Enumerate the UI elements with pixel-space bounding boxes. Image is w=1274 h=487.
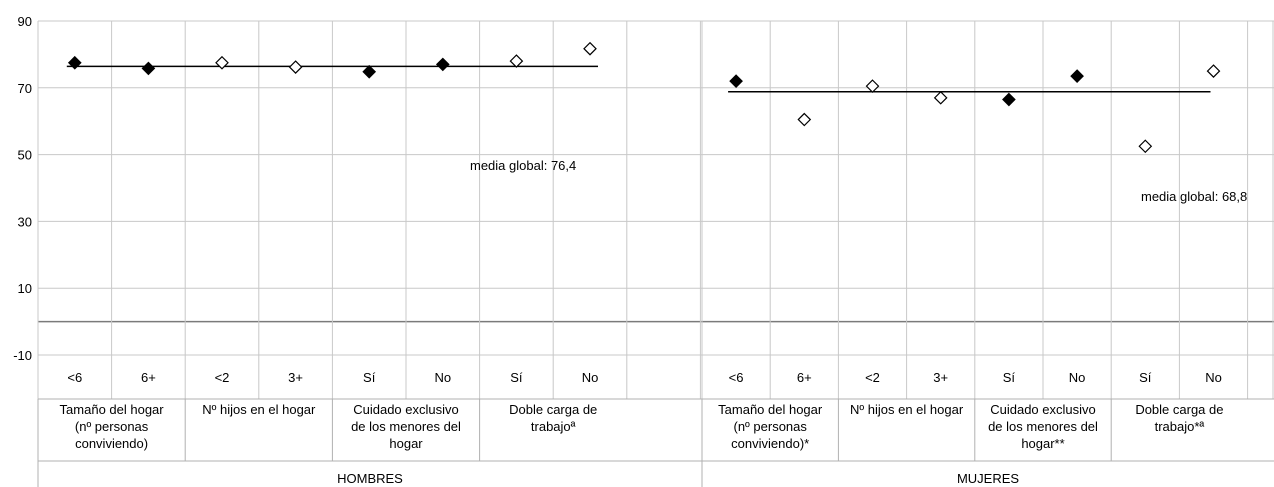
data-points bbox=[67, 41, 1221, 154]
data-point-filled bbox=[1002, 92, 1016, 107]
category-label: 3+ bbox=[933, 370, 948, 385]
mean-label: media global: 76,4 bbox=[470, 158, 576, 173]
category-label: No bbox=[1069, 370, 1086, 385]
group-label-line: conviviendo)* bbox=[731, 436, 809, 451]
panel-label: MUJERES bbox=[957, 471, 1019, 486]
y-tick-label: 70 bbox=[18, 81, 32, 96]
category-label: 6+ bbox=[797, 370, 812, 385]
data-point-hollow bbox=[509, 54, 524, 68]
data-point-hollow bbox=[288, 60, 303, 74]
group-label-line: trabajo*ª bbox=[1155, 419, 1205, 434]
category-label: Sí bbox=[1003, 370, 1016, 385]
category-label: <2 bbox=[215, 370, 230, 385]
category-label: 3+ bbox=[288, 370, 303, 385]
data-point-hollow bbox=[933, 90, 948, 105]
mean-lines: media global: 76,4 media global: 68,8 bbox=[66, 65, 1247, 204]
category-label: Sí bbox=[510, 370, 523, 385]
data-point-filled bbox=[435, 57, 450, 72]
group-label-line: Nº hijos en el hogar bbox=[202, 402, 316, 417]
data-point-filled bbox=[362, 64, 377, 79]
gridlines bbox=[37, 20, 1274, 399]
category-label: 6+ bbox=[141, 370, 156, 385]
category-label: <6 bbox=[67, 370, 82, 385]
group-label-line: (nº personas bbox=[733, 419, 807, 434]
panel-label: HOMBRES bbox=[337, 471, 403, 486]
data-point-hollow bbox=[865, 79, 880, 93]
data-point-hollow bbox=[1206, 64, 1221, 78]
category-label: No bbox=[1205, 370, 1222, 385]
group-label-line: Tamaño del hogar bbox=[718, 402, 823, 417]
x-axis: <6 6+ <2 3+ Sí No Sí No Tamaño del hogar (nº pers… bbox=[37, 370, 1274, 487]
data-point-hollow bbox=[797, 112, 812, 127]
group-label-line: de los menores del bbox=[351, 419, 461, 434]
group-label-line: (nº personas bbox=[75, 419, 149, 434]
group-label-line: trabajoª bbox=[531, 419, 576, 434]
y-tick-label: 30 bbox=[18, 214, 32, 229]
group-label-line: Doble carga de bbox=[1135, 402, 1223, 417]
group-label-line: Cuidado exclusivo bbox=[353, 402, 459, 417]
y-tick-label: 10 bbox=[18, 281, 32, 296]
group-label-line: de los menores del bbox=[988, 419, 1098, 434]
mean-label: media global: 68,8 bbox=[1141, 189, 1247, 204]
category-label: Sí bbox=[1139, 370, 1152, 385]
data-point-filled bbox=[729, 74, 743, 88]
group-label-line: Cuidado exclusivo bbox=[990, 402, 1096, 417]
data-point-hollow bbox=[1138, 139, 1153, 154]
group-label-line: Doble carga de bbox=[509, 402, 597, 417]
group-label-line: hogar** bbox=[1021, 436, 1064, 451]
y-tick-label: 90 bbox=[18, 14, 32, 29]
group-label-line: hogar bbox=[389, 436, 423, 451]
group-label-line: conviviendo) bbox=[75, 436, 148, 451]
group-label-line: Nº hijos en el hogar bbox=[850, 402, 964, 417]
y-tick-label: -10 bbox=[13, 348, 32, 363]
data-point-filled bbox=[1070, 69, 1084, 83]
data-point-hollow bbox=[215, 55, 229, 70]
category-label: <6 bbox=[729, 370, 744, 385]
category-label: No bbox=[434, 370, 451, 385]
data-point-hollow bbox=[583, 41, 597, 56]
y-tick-label: 50 bbox=[18, 148, 32, 163]
data-point-filled bbox=[141, 61, 156, 76]
y-axis: -10 10 30 50 70 90 bbox=[13, 14, 32, 363]
category-label: <2 bbox=[865, 370, 880, 385]
group-label-line: Tamaño del hogar bbox=[60, 402, 165, 417]
category-label: Sí bbox=[363, 370, 376, 385]
category-label: No bbox=[582, 370, 599, 385]
data-point-filled bbox=[67, 55, 82, 70]
